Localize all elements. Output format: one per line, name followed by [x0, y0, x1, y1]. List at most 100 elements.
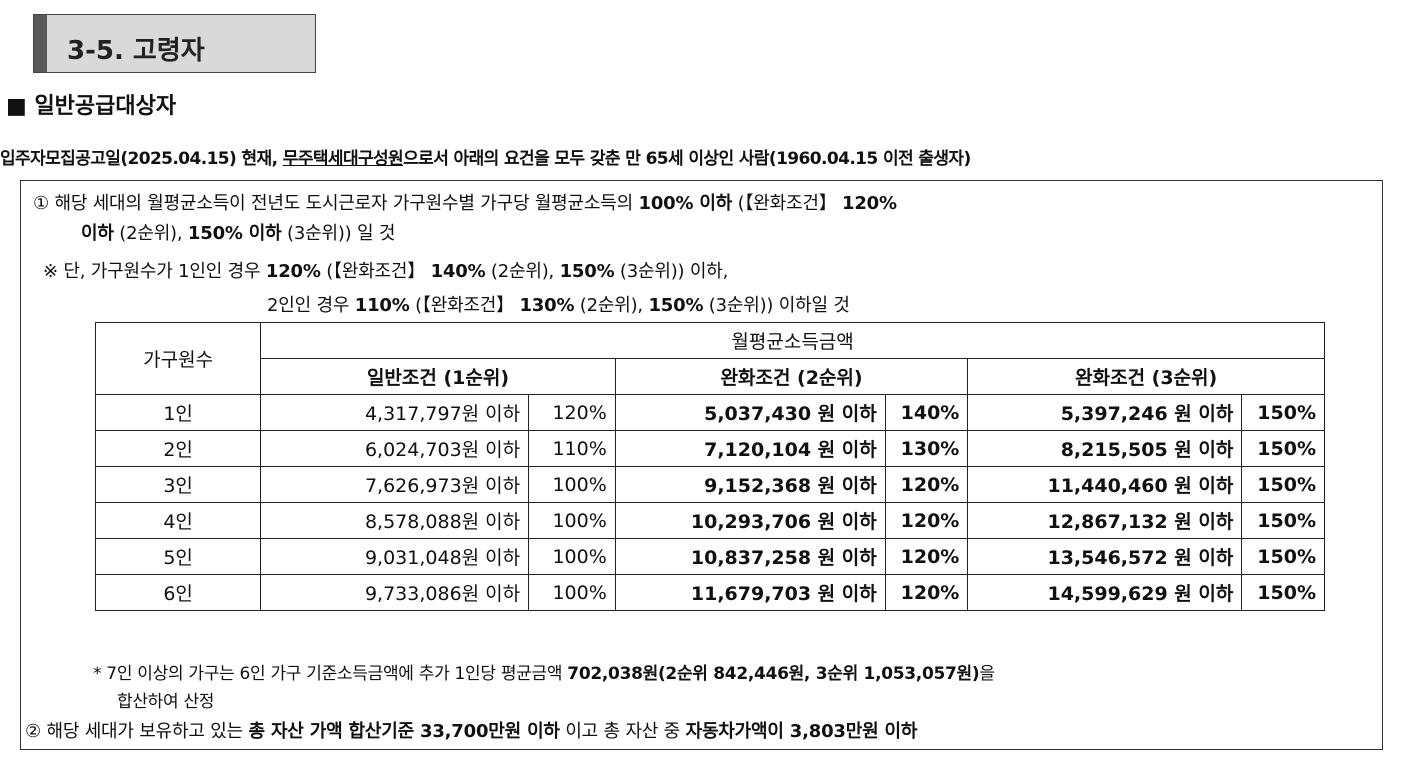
- cell-general-amount: 4,317,797원 이하: [260, 394, 530, 431]
- text: 150%: [648, 295, 704, 316]
- header-relaxed-2: 완화조건 (2순위): [614, 358, 969, 395]
- cell-relaxed2-percent: 130%: [884, 430, 969, 467]
- text: ② 해당 세대가 보유하고 있는: [25, 721, 249, 742]
- cell-general-amount: 7,626,973원 이하: [260, 466, 530, 503]
- table-row: 4인 8,578,088원 이하 100% 10,293,706 원 이하 12…: [94, 502, 1325, 539]
- text: (2순위),: [113, 223, 188, 244]
- cell-general-percent: 110%: [528, 430, 616, 467]
- note-single-person: ※ 단, 가구원수가 1인인 경우 120% (【완화조건】 140% (2순위…: [43, 257, 728, 283]
- section-title-box: [33, 14, 316, 73]
- table-subheader-row: 일반조건 (1순위) 완화조건 (2순위) 완화조건 (3순위): [96, 358, 1325, 395]
- text: (3순위)) 일 것: [281, 223, 396, 244]
- text: 150% 이하: [187, 223, 282, 244]
- header-household-size: 가구원수: [94, 322, 262, 395]
- text: 총 자산 가액 합산기준 33,700만원 이하: [248, 721, 560, 742]
- header-relaxed-3: 완화조건 (3순위): [967, 358, 1325, 395]
- text: 150%: [559, 261, 615, 282]
- text: ① 해당 세대의 월평균소득이 전년도 도시근로자 가구원수별 가구당 월평균소…: [33, 193, 639, 214]
- cell-relaxed2-percent: 140%: [884, 394, 969, 431]
- text: (【완화조건】: [409, 295, 520, 316]
- cell-relaxed3-amount: 14,599,629 원 이하: [967, 574, 1243, 611]
- intro-part: 입주자모집공고일(2025.04.15) 현재,: [0, 149, 283, 169]
- intro-text: 입주자모집공고일(2025.04.15) 현재, 무주택세대구성원으로서 아래의…: [0, 144, 971, 169]
- cell-general-amount: 6,024,703원 이하: [260, 430, 530, 467]
- text: 140%: [430, 261, 486, 282]
- cell-general-amount: 9,031,048원 이하: [260, 538, 530, 575]
- subheading: ■ 일반공급대상자: [6, 94, 177, 119]
- text: (3순위)) 이하,: [614, 261, 729, 282]
- footnote-line2: 합산하여 산정: [117, 692, 215, 712]
- cell-relaxed2-amount: 10,837,258 원 이하: [614, 538, 886, 575]
- cell-relaxed2-amount: 7,120,104 원 이하: [614, 430, 886, 467]
- cell-relaxed3-amount: 13,546,572 원 이하: [967, 538, 1243, 575]
- cell-relaxed3-percent: 150%: [1241, 502, 1325, 539]
- cell-relaxed3-amount: 11,440,460 원 이하: [967, 466, 1243, 503]
- table-row: 3인 7,626,973원 이하 100% 9,152,368 원 이하 120…: [94, 466, 1325, 503]
- cell-relaxed3-percent: 150%: [1241, 394, 1325, 431]
- text: 이하: [81, 223, 114, 244]
- cell-general-percent: 100%: [528, 538, 616, 575]
- text: 130%: [519, 295, 575, 316]
- cell-general-amount: 9,733,086원 이하: [260, 574, 530, 611]
- table-row: 6인 9,733,086원 이하 100% 11,679,703 원 이하 12…: [94, 574, 1325, 611]
- cell-relaxed3-percent: 150%: [1241, 430, 1325, 467]
- text: 702,038원(2순위 842,446원, 3순위 1,053,057원): [567, 664, 980, 684]
- cell-relaxed2-percent: 120%: [884, 538, 969, 575]
- cell-relaxed2-amount: 10,293,706 원 이하: [614, 502, 886, 539]
- cell-relaxed2-amount: 5,037,430 원 이하: [614, 394, 886, 431]
- section-title-accent-bar: [34, 15, 47, 72]
- table-row: 2인 6,024,703원 이하 110% 7,120,104 원 이하 130…: [94, 430, 1325, 467]
- cell-general-percent: 100%: [528, 466, 616, 503]
- requirements-frame: ① 해당 세대의 월평균소득이 전년도 도시근로자 가구원수별 가구당 월평균소…: [20, 180, 1383, 750]
- text: (【완화조건】: [732, 193, 843, 214]
- table-header-row: 가구원수 월평균소득금액: [94, 322, 1325, 395]
- text: (【완화조건】: [320, 261, 431, 282]
- cell-size: 3인: [94, 466, 262, 503]
- section-title: 3-5. 고령자: [67, 36, 205, 66]
- cell-relaxed3-amount: 12,867,132 원 이하: [967, 502, 1243, 539]
- header-general: 일반조건 (1순위): [260, 358, 616, 395]
- text: 120%: [842, 193, 897, 214]
- cell-relaxed2-amount: 9,152,368 원 이하: [614, 466, 886, 503]
- text: 110%: [354, 295, 410, 316]
- cell-general-percent: 120%: [528, 394, 616, 431]
- cell-size: 2인: [94, 430, 262, 467]
- condition-2: ② 해당 세대가 보유하고 있는 총 자산 가액 합산기준 33,700만원 이…: [25, 717, 917, 743]
- cell-relaxed3-percent: 150%: [1241, 574, 1325, 611]
- cell-relaxed2-percent: 120%: [884, 502, 969, 539]
- cell-relaxed3-percent: 150%: [1241, 538, 1325, 575]
- cell-relaxed2-percent: 120%: [884, 466, 969, 503]
- table-row: 5인 9,031,048원 이하 100% 10,837,258 원 이하 12…: [94, 538, 1325, 575]
- condition-1-line2: 이하 (2순위), 150% 이하 (3순위)) 일 것: [81, 219, 395, 245]
- cell-size: 6인: [94, 574, 262, 611]
- text: 자동차가액이 3,803만원 이하: [685, 721, 918, 742]
- cell-relaxed2-amount: 11,679,703 원 이하: [614, 574, 886, 611]
- footnote-line1: * 7인 이상의 가구는 6인 가구 기준소득금액에 추가 1인당 평균금액 7…: [93, 659, 995, 684]
- cell-relaxed3-amount: 5,397,246 원 이하: [967, 394, 1243, 431]
- cell-relaxed3-percent: 150%: [1241, 466, 1325, 503]
- text: (3순위)) 이하일 것: [703, 295, 850, 316]
- text: ※ 단, 가구원수가 1인인 경우: [43, 261, 266, 282]
- cell-relaxed3-amount: 8,215,505 원 이하: [967, 430, 1243, 467]
- cell-size: 4인: [94, 502, 262, 539]
- text: 이고 총 자산 중: [559, 721, 686, 742]
- condition-1-line1: ① 해당 세대의 월평균소득이 전년도 도시근로자 가구원수별 가구당 월평균소…: [33, 189, 897, 215]
- text: 120%: [265, 261, 321, 282]
- cell-size: 1인: [94, 394, 262, 431]
- text: 을: [979, 664, 995, 684]
- text: (2순위),: [574, 295, 649, 316]
- cell-size: 5인: [94, 538, 262, 575]
- cell-general-percent: 100%: [528, 574, 616, 611]
- cell-general-amount: 8,578,088원 이하: [260, 502, 530, 539]
- cell-general-percent: 100%: [528, 502, 616, 539]
- income-table: 가구원수 월평균소득금액 일반조건 (1순위) 완화조건 (2순위) 완화조건 …: [94, 322, 1325, 611]
- text: * 7인 이상의 가구는 6인 가구 기준소득금액에 추가 1인당 평균금액: [93, 664, 568, 684]
- text: 100% 이하: [638, 193, 733, 214]
- text: 2인인 경우: [267, 295, 355, 316]
- note-two-person: 2인인 경우 110% (【완화조건】 130% (2순위), 150% (3순…: [267, 291, 850, 317]
- intro-part: 으로서 아래의 요건을 모두 갖춘 만 65세 이상인 사람(1960.04.1…: [403, 149, 971, 169]
- cell-relaxed2-percent: 120%: [884, 574, 969, 611]
- header-monthly-income: 월평균소득금액: [260, 322, 1325, 359]
- intro-underlined: 무주택세대구성원: [282, 149, 404, 169]
- table-row: 1인 4,317,797원 이하 120% 5,037,430 원 이하 140…: [94, 394, 1325, 431]
